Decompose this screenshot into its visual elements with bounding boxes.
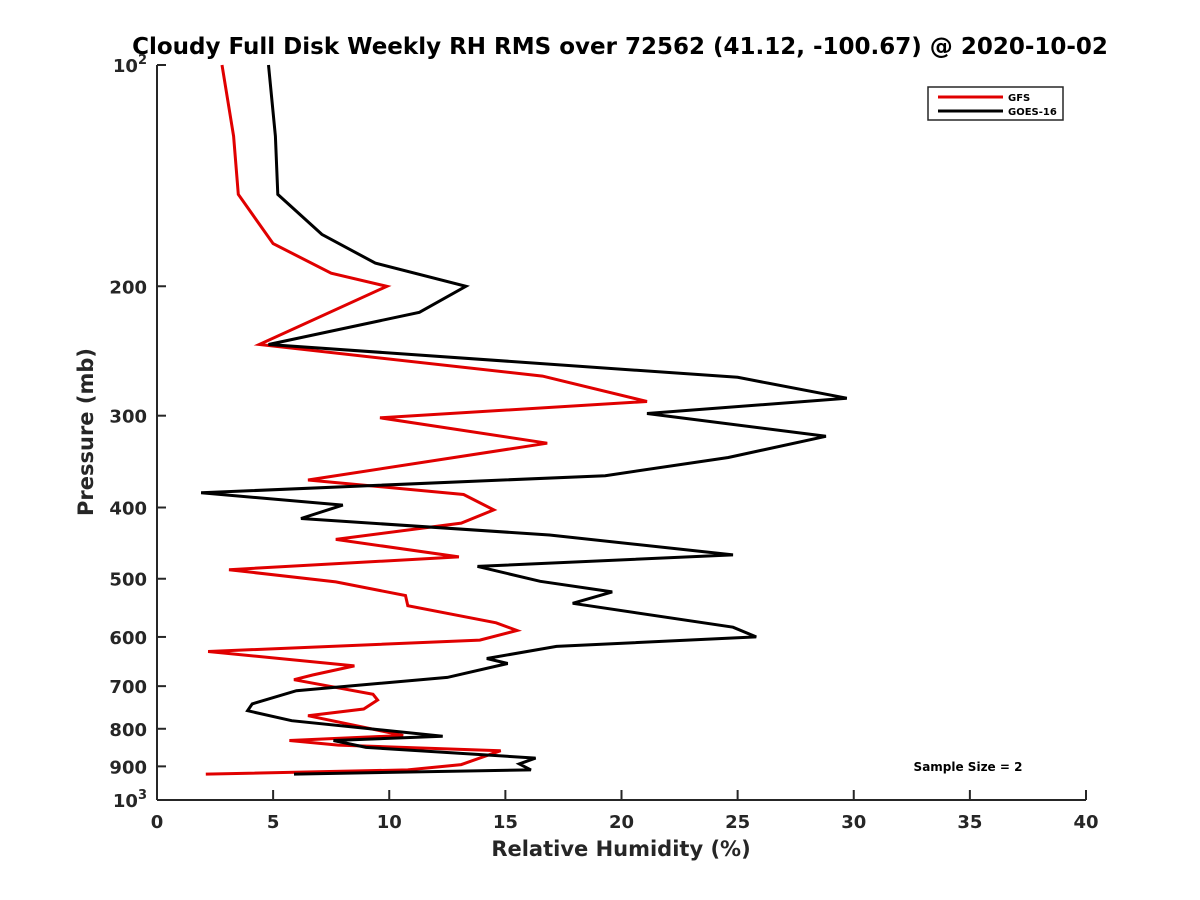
y-tick-label: 103 [113,788,147,812]
axes: 0 5 10 15 20 25 30 35 40102200300400500600700800… [109,53,1098,833]
x-tick-label: 20 [609,812,634,833]
legend-label: GFS [1008,93,1030,104]
x-tick-label: 30 [841,812,866,833]
series-layer [200,64,848,776]
x-tick-label: 10 [377,812,402,833]
y-axis-label: Pressure (mb) [74,348,98,516]
y-tick-label: 200 [109,277,147,298]
y-tick-exponent: 3 [138,788,147,803]
y-tick-label: 300 [109,407,147,428]
legend-box [927,86,1064,121]
series-line-goes-16 [200,64,848,776]
y-tick-label: 500 [109,570,147,591]
y-tick-base: 10 [113,791,138,812]
sample-size-annotation: Sample Size = 2 [914,760,1023,774]
y-tick-label: 400 [109,499,147,520]
chart-title: Cloudy Full Disk Weekly RH RMS over 7256… [132,34,1108,60]
x-tick-label: 35 [957,812,982,833]
x-axis-label: Relative Humidity (%) [491,837,750,861]
x-tick-label: 15 [493,812,518,833]
legend: GFS GOES-16 [927,86,1064,121]
y-tick-label: 700 [109,677,147,698]
x-tick-label: 40 [1073,812,1098,833]
y-tick-label: 600 [109,628,147,649]
x-tick-label: 5 [267,812,280,833]
y-tick-exponent: 2 [138,53,147,68]
y-tick-label: 102 [113,53,147,77]
y-tick-label: 900 [109,757,147,778]
x-tick-label: 25 [725,812,750,833]
y-tick-base: 10 [113,56,138,77]
legend-label: GOES-16 [1008,107,1057,118]
y-tick-label: 800 [109,720,147,741]
x-tick-label: 0 [151,812,164,833]
